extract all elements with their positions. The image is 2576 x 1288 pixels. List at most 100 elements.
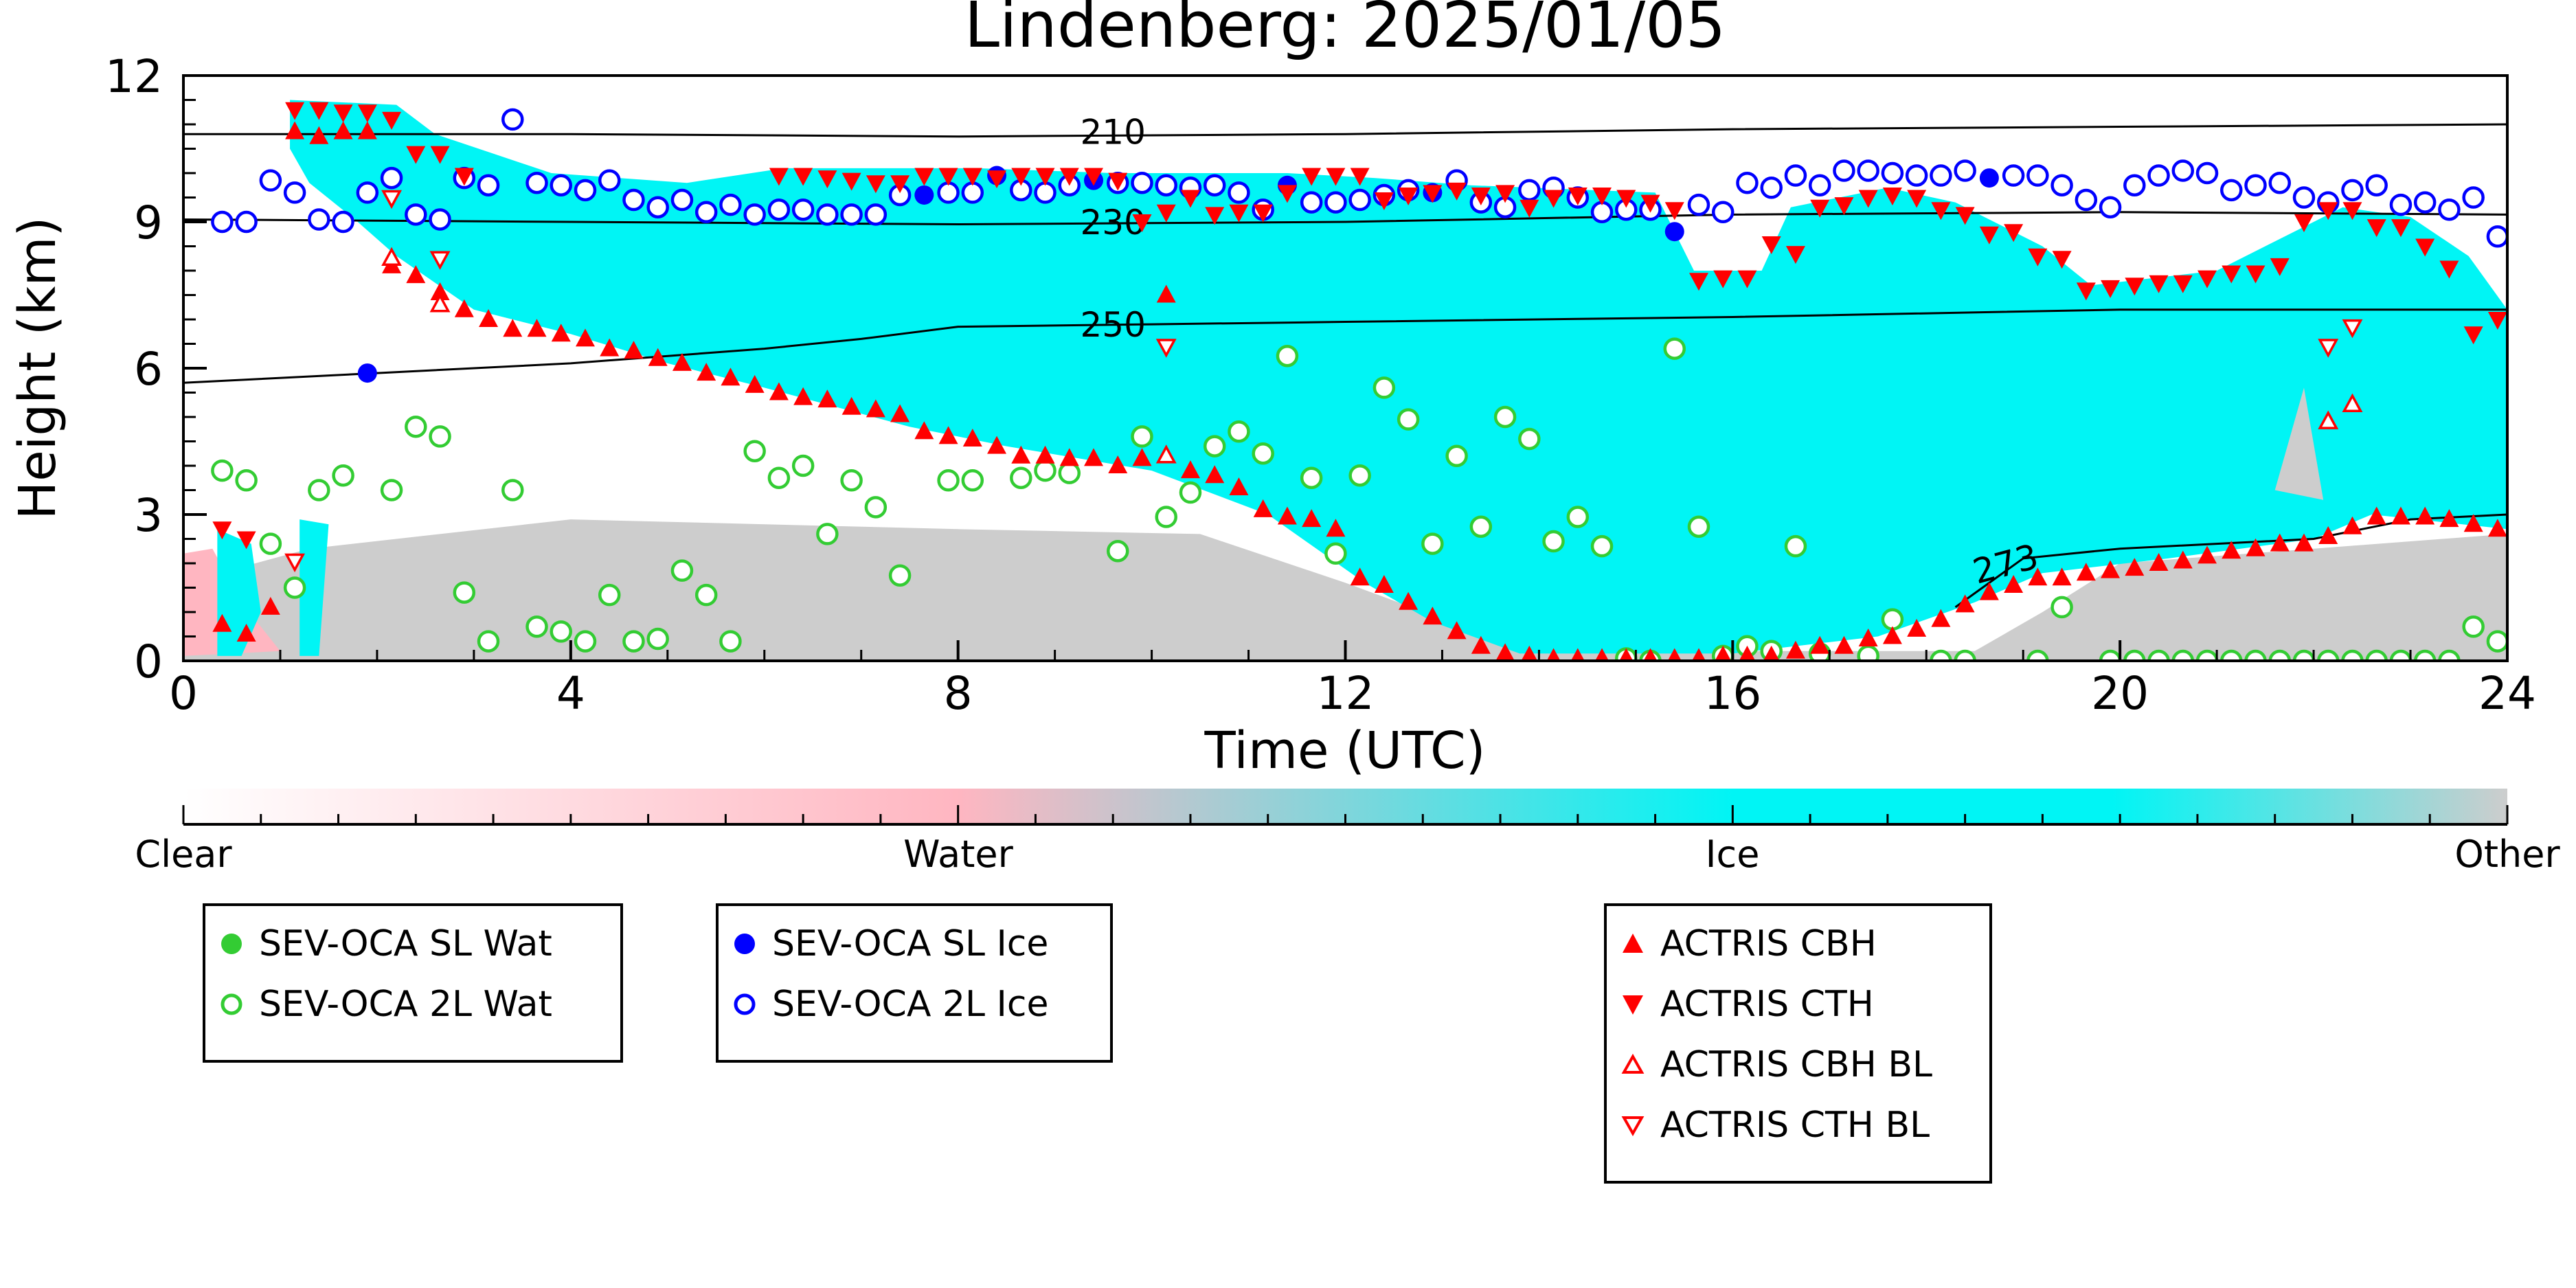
data-point	[791, 454, 815, 477]
filled-circle-marker-icon	[734, 934, 755, 954]
data-point	[1155, 339, 1177, 358]
data-point	[2366, 219, 2386, 238]
data-point	[2125, 278, 2145, 296]
data-point	[1715, 645, 1732, 661]
ice-phase-region	[217, 529, 261, 656]
data-point	[914, 421, 934, 440]
data-point	[1132, 448, 1152, 466]
data-point	[1763, 645, 1780, 661]
data-point	[1592, 187, 1612, 205]
data-point	[235, 469, 258, 492]
data-point	[2486, 225, 2507, 248]
data-point	[1713, 270, 1733, 289]
data-point	[1954, 649, 1976, 661]
data-point	[2149, 275, 2169, 293]
data-point	[1834, 635, 1854, 654]
data-point	[551, 324, 571, 342]
data-point	[2246, 538, 2266, 556]
data-point	[501, 108, 524, 131]
data-point	[743, 440, 766, 462]
y-tick-label: 0	[134, 635, 163, 688]
data-point	[333, 121, 353, 139]
data-point	[2171, 159, 2195, 182]
data-point	[2268, 649, 2291, 661]
data-point	[406, 265, 426, 284]
data-point	[2389, 193, 2413, 216]
data-point	[1566, 506, 1590, 528]
data-point	[1808, 174, 1831, 196]
data-point	[864, 203, 888, 226]
data-point	[1302, 168, 1322, 186]
colorbar-label-other: Other	[2454, 833, 2560, 876]
data-point	[2341, 179, 2364, 202]
data-point	[283, 576, 306, 599]
data-point	[866, 175, 885, 194]
data-point	[1011, 445, 1031, 464]
data-point	[1857, 159, 1879, 182]
data-point	[1930, 164, 1952, 187]
data-point	[767, 199, 791, 221]
data-point	[2244, 649, 2267, 661]
colorbar-ticks	[182, 805, 2509, 824]
data-point	[430, 282, 450, 300]
data-point	[2244, 174, 2267, 196]
data-point	[1931, 609, 1951, 627]
legend-sevoca-ice: SEV-OCA SL Ice SEV-OCA 2L Ice	[716, 903, 1113, 1063]
isotherm-label: 210	[1080, 112, 1145, 152]
legend-label: ACTRIS CBH BL	[1660, 1044, 1932, 1085]
data-point	[1785, 640, 1805, 659]
legend-label: SEV-OCA SL Wat	[259, 923, 552, 964]
data-point	[1228, 181, 1250, 204]
data-point	[1155, 506, 1177, 528]
data-point	[2026, 649, 2049, 661]
x-tick-label: 12	[1317, 667, 1375, 720]
cloud-phase-field	[183, 100, 2507, 661]
data-point	[2147, 649, 2170, 661]
data-point	[1882, 187, 1902, 205]
data-point	[1568, 187, 1588, 205]
data-point	[2052, 251, 2072, 269]
data-point	[574, 179, 597, 202]
filled-circle-marker-icon	[221, 934, 242, 954]
series-actris-cth	[212, 102, 2507, 550]
data-point	[769, 168, 789, 186]
data-point	[2438, 199, 2461, 221]
data-point	[2125, 558, 2145, 576]
data-point	[890, 175, 910, 194]
data-point	[937, 469, 960, 492]
data-point	[1521, 645, 1538, 661]
data-point	[1739, 645, 1756, 661]
data-point	[1784, 534, 1807, 558]
data-point	[648, 348, 668, 366]
data-point	[550, 620, 572, 643]
data-point	[1205, 465, 1225, 484]
data-point	[914, 168, 934, 186]
data-point	[1544, 190, 1563, 208]
data-point	[1616, 190, 1636, 208]
legend-entry: SEV-OCA SL Ice	[731, 923, 1048, 964]
data-point	[2463, 326, 2483, 345]
data-point	[2076, 282, 2096, 301]
colorbar-label-water: Water	[903, 833, 1013, 876]
legend-label: ACTRIS CTH BL	[1660, 1105, 1930, 1146]
data-point	[1108, 172, 1128, 191]
isotherm-line	[183, 308, 2507, 384]
data-point	[2463, 514, 2483, 532]
data-point	[381, 190, 403, 210]
data-point	[2101, 560, 2121, 578]
data-point	[1399, 187, 1419, 205]
data-point	[622, 630, 645, 653]
data-point	[236, 623, 256, 642]
data-point	[817, 170, 837, 189]
series-actris-cbh	[212, 121, 2507, 661]
legend-label: SEV-OCA SL Ice	[772, 923, 1049, 964]
colorbar: Clear Water Ice Other	[135, 789, 2560, 876]
data-point	[1276, 345, 1299, 368]
data-point	[212, 521, 232, 540]
data-point	[477, 630, 500, 653]
data-point	[527, 319, 547, 337]
data-point	[2413, 649, 2437, 661]
open-circle-marker-icon	[734, 993, 756, 1015]
legend-label: ACTRIS CTH	[1660, 984, 1874, 1025]
data-point	[1907, 618, 1927, 637]
